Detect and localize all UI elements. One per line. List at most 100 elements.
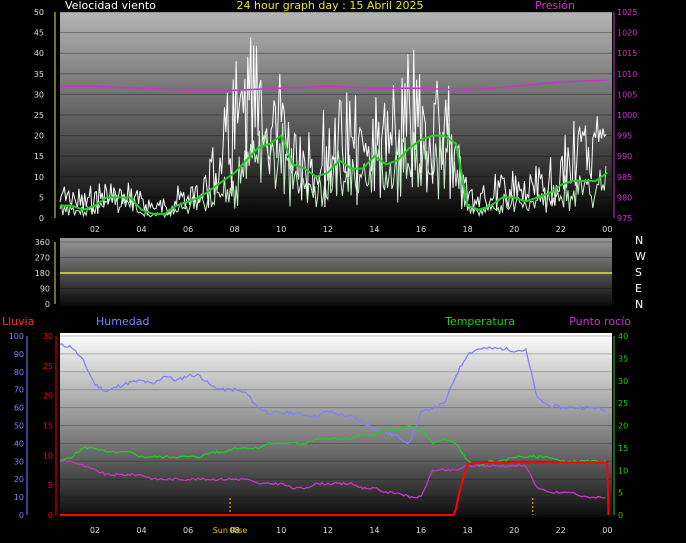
temperature-tick-label: 35 bbox=[618, 354, 628, 363]
temp-plot-area bbox=[60, 333, 612, 517]
wind-x-tick-label: 12 bbox=[323, 225, 333, 234]
wind-y-tick-label: 50 bbox=[34, 8, 44, 17]
direction-tick-label: 270 bbox=[35, 254, 50, 263]
temp-x-tick-label: 02 bbox=[90, 526, 100, 535]
rain-tick-label: 30 bbox=[43, 332, 53, 341]
wind-y-tick-label: 5 bbox=[39, 193, 44, 202]
wind-x-tick-label: 22 bbox=[556, 225, 566, 234]
wind-y-tick-label: 45 bbox=[34, 29, 44, 38]
temp-x-tick-label: 16 bbox=[416, 526, 426, 535]
temperature-axis-label: Temperatura bbox=[444, 315, 515, 328]
humidity-tick-label: 30 bbox=[14, 457, 24, 466]
rain-tick-label: 25 bbox=[43, 362, 53, 371]
pressure-line bbox=[60, 79, 608, 92]
wind-average-line bbox=[60, 134, 608, 215]
temp-series bbox=[59, 343, 610, 516]
temp-x-tick-label: 00 bbox=[602, 526, 612, 535]
temperature-tick-label: 25 bbox=[618, 399, 628, 408]
pressure-tick-label: 995 bbox=[617, 132, 632, 141]
humidity-axis-label: Humedad bbox=[96, 315, 149, 328]
temp-x-tick-label: 22 bbox=[556, 526, 566, 535]
rain-axis-label: Lluvia bbox=[2, 315, 34, 328]
humidity-tick-label: 10 bbox=[14, 493, 24, 502]
wind-x-tick-label: 10 bbox=[276, 225, 286, 234]
compass-label: N bbox=[635, 234, 643, 247]
wind-y-tick-label: 35 bbox=[34, 70, 44, 79]
temp-x-tick-label: 12 bbox=[323, 526, 333, 535]
wind-x-tick-label: 04 bbox=[136, 225, 146, 234]
wind-axis-ticks: 0510152025303540455097598098599099510001… bbox=[34, 8, 638, 234]
wind-low-line bbox=[59, 122, 607, 219]
dewpoint-axis-label: Punto rocío bbox=[569, 315, 631, 328]
compass-label: W bbox=[635, 250, 646, 263]
temp-x-tick-label: 14 bbox=[369, 526, 379, 535]
temp-x-tick-label: 04 bbox=[136, 526, 146, 535]
wind-y-tick-label: 20 bbox=[34, 132, 44, 141]
humidity-tick-label: 80 bbox=[14, 368, 24, 377]
wind-x-tick-label: 02 bbox=[90, 225, 100, 234]
wind-x-tick-label: 18 bbox=[463, 225, 473, 234]
humidity-tick-label: 40 bbox=[14, 439, 24, 448]
humidity-tick-label: 90 bbox=[14, 350, 24, 359]
direction-plot-area bbox=[60, 238, 612, 306]
pressure-tick-label: 1005 bbox=[617, 90, 637, 99]
wind-x-tick-label: 06 bbox=[183, 225, 193, 234]
wind-x-tick-label: 14 bbox=[369, 225, 379, 234]
wind-y-tick-label: 40 bbox=[34, 49, 44, 58]
direction-tick-label: 180 bbox=[35, 269, 50, 278]
humidity-tick-label: 50 bbox=[14, 422, 24, 431]
pressure-tick-label: 1015 bbox=[617, 49, 637, 58]
humidity-tick-label: 0 bbox=[19, 511, 24, 520]
pressure-axis-label: Presión bbox=[535, 0, 575, 12]
pressure-tick-label: 980 bbox=[617, 193, 632, 202]
compass-label: E bbox=[635, 282, 642, 295]
temp-x-tick-label: 06 bbox=[183, 526, 193, 535]
wind-series bbox=[59, 37, 608, 219]
rain-tick-label: 15 bbox=[43, 422, 53, 431]
rain-tick-label: 0 bbox=[48, 511, 53, 520]
temp-x-tick-label: 20 bbox=[509, 526, 519, 535]
pressure-tick-label: 1025 bbox=[617, 8, 637, 17]
temperature-tick-label: 5 bbox=[618, 489, 623, 498]
humidity-tick-label: 100 bbox=[9, 332, 24, 341]
temp-axis-ticks: 0102030405060708090100051015202530051015… bbox=[9, 332, 628, 535]
wind-y-tick-label: 30 bbox=[34, 90, 44, 99]
humidity-tick-label: 60 bbox=[14, 404, 24, 413]
pressure-tick-label: 1010 bbox=[617, 70, 637, 79]
wind-y-tick-label: 0 bbox=[39, 214, 44, 223]
rain-line bbox=[60, 461, 610, 516]
sun-rise-label: Sun Rise bbox=[213, 526, 248, 535]
temperature-tick-label: 20 bbox=[618, 422, 628, 431]
wind-gust-line bbox=[59, 37, 607, 216]
temperature-tick-label: 10 bbox=[618, 466, 628, 475]
wind-x-tick-label: 20 bbox=[509, 225, 519, 234]
pressure-tick-label: 1020 bbox=[617, 29, 637, 38]
rain-tick-label: 5 bbox=[48, 481, 53, 490]
rain-tick-label: 20 bbox=[43, 392, 53, 401]
pressure-tick-label: 990 bbox=[617, 152, 632, 161]
temp-x-tick-label: 10 bbox=[276, 526, 286, 535]
wind-y-tick-label: 10 bbox=[34, 173, 44, 182]
wind-x-tick-label: 00 bbox=[602, 225, 612, 234]
compass-label: N bbox=[635, 298, 643, 311]
wind-axis-label: Velocidad viento bbox=[65, 0, 156, 12]
temp-x-tick-label: 08 bbox=[230, 526, 240, 535]
temperature-tick-label: 40 bbox=[618, 332, 628, 341]
compass-label: S bbox=[635, 266, 642, 279]
direction-tick-label: 360 bbox=[35, 238, 50, 247]
direction-tick-label: 90 bbox=[40, 285, 50, 294]
wind-y-tick-label: 25 bbox=[34, 111, 44, 120]
chart-title: 24 hour graph day : 15 Abril 2025 bbox=[237, 0, 424, 12]
wind-x-tick-label: 16 bbox=[416, 225, 426, 234]
temperature-tick-label: 0 bbox=[618, 511, 623, 520]
temperature-line bbox=[59, 424, 606, 467]
humidity-line bbox=[59, 343, 606, 445]
wind-y-tick-label: 15 bbox=[34, 152, 44, 161]
wind-x-tick-label: 08 bbox=[230, 225, 240, 234]
temperature-tick-label: 30 bbox=[618, 377, 628, 386]
humidity-tick-label: 70 bbox=[14, 386, 24, 395]
pressure-tick-label: 1000 bbox=[617, 111, 637, 120]
pressure-tick-label: 975 bbox=[617, 214, 632, 223]
